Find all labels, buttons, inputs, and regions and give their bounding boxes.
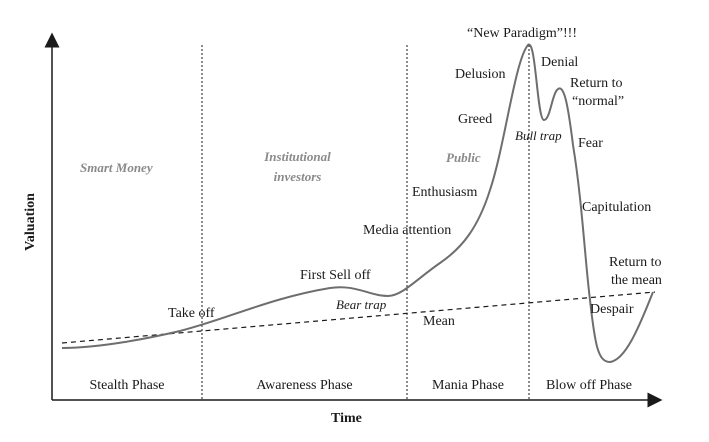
label-bear-trap: Bear trap	[336, 297, 387, 312]
label-denial: Denial	[541, 55, 579, 70]
label-return-mean-line2: the mean	[611, 273, 662, 288]
label-media-attention: Media attention	[363, 223, 452, 238]
label-new-paradigm: “New Paradigm”!!!	[467, 26, 578, 41]
group-public: Public	[446, 150, 481, 165]
label-return-normal-line1: Return to	[570, 76, 623, 91]
phase-mania: Mania Phase	[432, 378, 504, 393]
valuation-curve	[61, 43, 654, 364]
phase-stealth: Stealth Phase	[89, 378, 165, 393]
phase-blow-off: Blow off Phase	[545, 378, 633, 393]
label-bull-trap: Bull trap	[515, 128, 562, 143]
label-return-normal-line2: “normal”	[572, 94, 625, 109]
group-smart-money: Smart Money	[80, 160, 153, 175]
label-return-mean-line1: Return to	[609, 255, 662, 270]
label-delusion: Delusion	[455, 67, 506, 82]
group-institutional-line1: Institutional	[264, 149, 331, 164]
label-first-sell-off: First Sell off	[300, 268, 371, 283]
label-fear: Fear	[578, 136, 603, 151]
label-mean: Mean	[423, 314, 455, 329]
label-capitulation: Capitulation	[582, 200, 652, 215]
label-take-off: Take off	[168, 306, 215, 321]
group-institutional-line2: investors	[273, 169, 322, 184]
phase-awareness: Awareness Phase	[256, 378, 353, 393]
label-greed: Greed	[458, 112, 493, 127]
label-enthusiasm: Enthusiasm	[412, 185, 478, 200]
x-axis-label: Time	[331, 411, 362, 426]
y-axis-label: Valuation	[23, 193, 38, 251]
label-despair: Despair	[590, 302, 634, 317]
